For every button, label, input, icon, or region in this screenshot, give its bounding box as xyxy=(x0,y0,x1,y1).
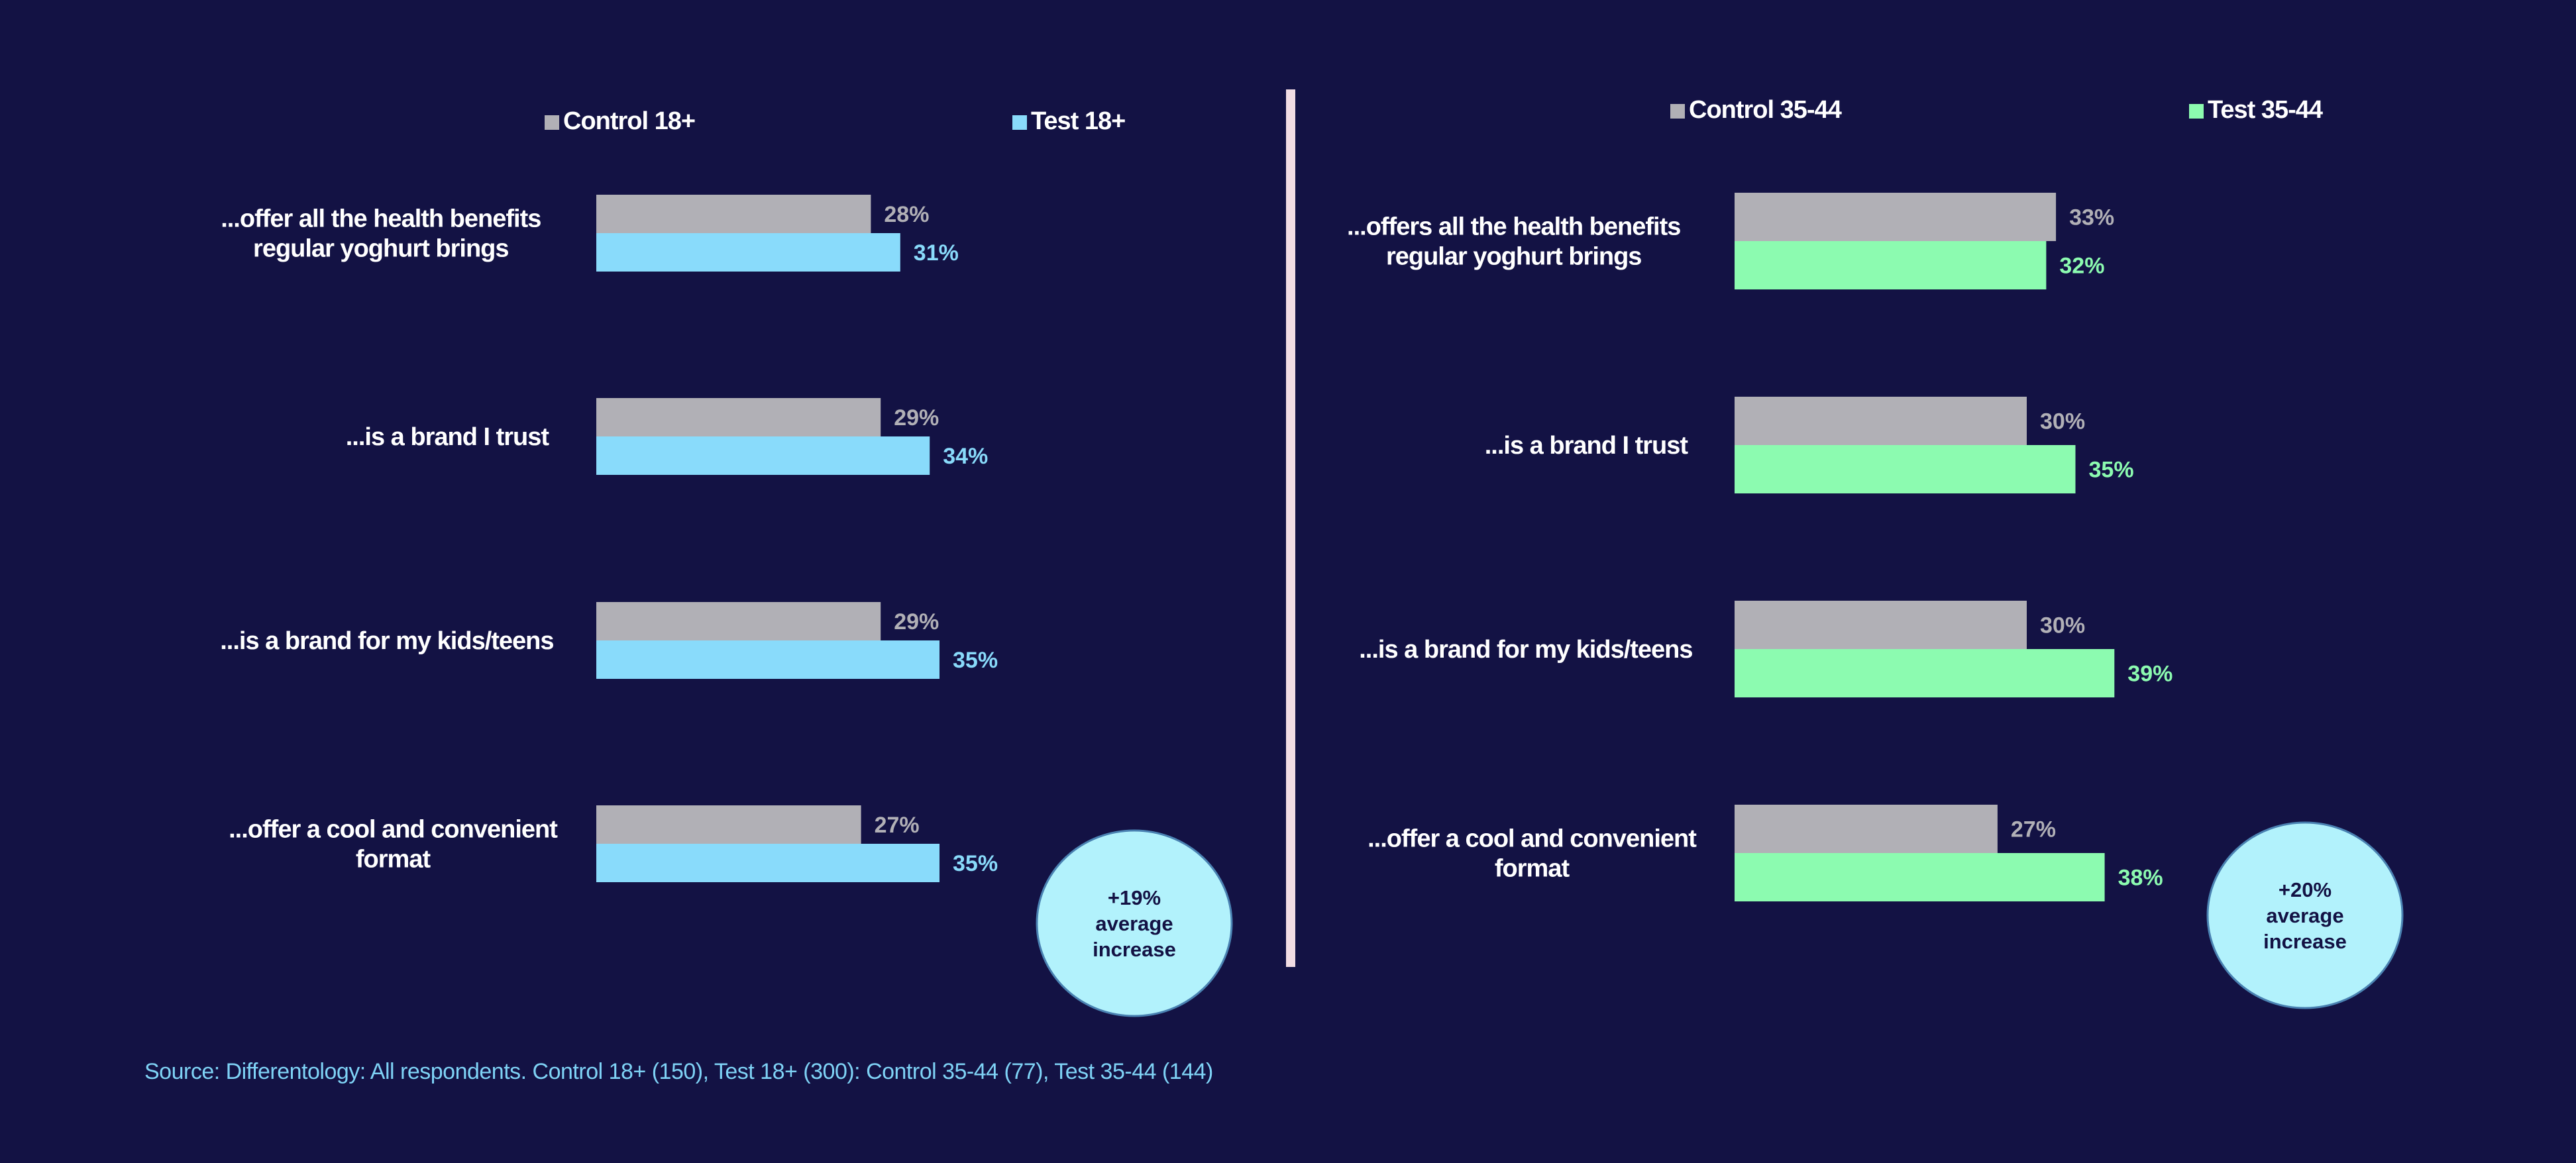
panel-divider xyxy=(1286,89,1295,967)
data-label: 35% xyxy=(2089,458,2134,483)
data-label: 28% xyxy=(884,202,929,227)
category-label: ...is a brand I trust xyxy=(346,423,550,451)
legend-swatch xyxy=(2189,104,2204,119)
category-label: ...offer a cool and convenient format xyxy=(1368,825,1697,883)
legend-swatch xyxy=(545,115,559,130)
data-label: 35% xyxy=(953,648,998,673)
data-label: 35% xyxy=(953,851,998,876)
bar xyxy=(596,195,871,233)
bar xyxy=(596,398,881,436)
data-label: 27% xyxy=(875,813,920,838)
data-label: 27% xyxy=(2011,817,2056,842)
legend-label: Control 18+ xyxy=(563,107,695,135)
bar xyxy=(596,436,930,475)
bar xyxy=(596,805,861,844)
average-increase-badge xyxy=(2206,821,2404,1009)
data-label: 29% xyxy=(894,405,939,430)
data-label: 30% xyxy=(2040,409,2085,434)
data-label: 30% xyxy=(2040,613,2085,638)
legend-label: Test 18+ xyxy=(1031,107,1125,135)
bar xyxy=(1735,649,2115,697)
data-label: 32% xyxy=(2059,254,2104,279)
bar xyxy=(1735,241,2047,289)
data-label: 29% xyxy=(894,609,939,634)
bar xyxy=(1735,397,2027,445)
average-increase-text: +20% average increase xyxy=(2263,878,2347,953)
average-increase-badge xyxy=(1036,829,1233,1017)
source-note: Source: Differentology: All respondents.… xyxy=(144,1059,1213,1084)
data-label: 34% xyxy=(943,444,988,469)
category-label: ...is a brand I trust xyxy=(1485,432,1689,460)
category-label: ...offer all the health benefits regular … xyxy=(221,205,541,263)
category-label: ...offers all the health benefits regular… xyxy=(1347,213,1680,271)
chart-panel-2: Control 35-44 Test 35-44 33% 32% ...offers a… xyxy=(1347,96,2404,1009)
bar xyxy=(1735,445,2076,493)
chart-panel-1: Control 18+ Test 18+ 28% 31% ...offer all th… xyxy=(220,107,1233,1017)
bar xyxy=(596,640,939,679)
bar xyxy=(1735,853,2105,901)
legend-label: Control 35-44 xyxy=(1689,96,1842,124)
bar xyxy=(596,844,939,882)
bar xyxy=(596,602,881,640)
legend-label: Test 35-44 xyxy=(2208,96,2323,124)
bar xyxy=(1735,193,2057,241)
data-label: 31% xyxy=(914,240,959,266)
bar xyxy=(1735,805,1998,853)
data-label: 33% xyxy=(2069,205,2114,230)
bar xyxy=(596,233,900,272)
category-label: ...offer a cool and convenient format xyxy=(229,816,558,874)
data-label: 38% xyxy=(2118,866,2163,891)
average-increase-text: +19% average increase xyxy=(1093,886,1176,961)
bar xyxy=(1735,601,2027,649)
data-label: 39% xyxy=(2127,662,2173,687)
legend-swatch xyxy=(1670,104,1685,119)
category-label: ...is a brand for my kids/teens xyxy=(1359,636,1692,664)
legend-swatch xyxy=(1012,115,1027,130)
category-label: ...is a brand for my kids/teens xyxy=(220,627,553,655)
